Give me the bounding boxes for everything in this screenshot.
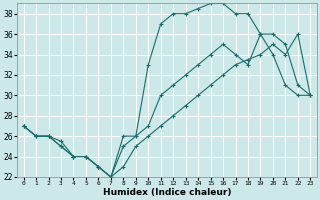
- X-axis label: Humidex (Indice chaleur): Humidex (Indice chaleur): [103, 188, 231, 197]
